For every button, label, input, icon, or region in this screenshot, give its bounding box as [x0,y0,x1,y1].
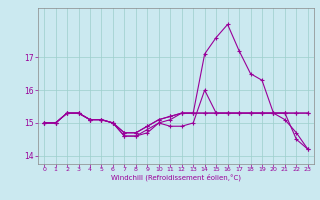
X-axis label: Windchill (Refroidissement éolien,°C): Windchill (Refroidissement éolien,°C) [111,174,241,181]
